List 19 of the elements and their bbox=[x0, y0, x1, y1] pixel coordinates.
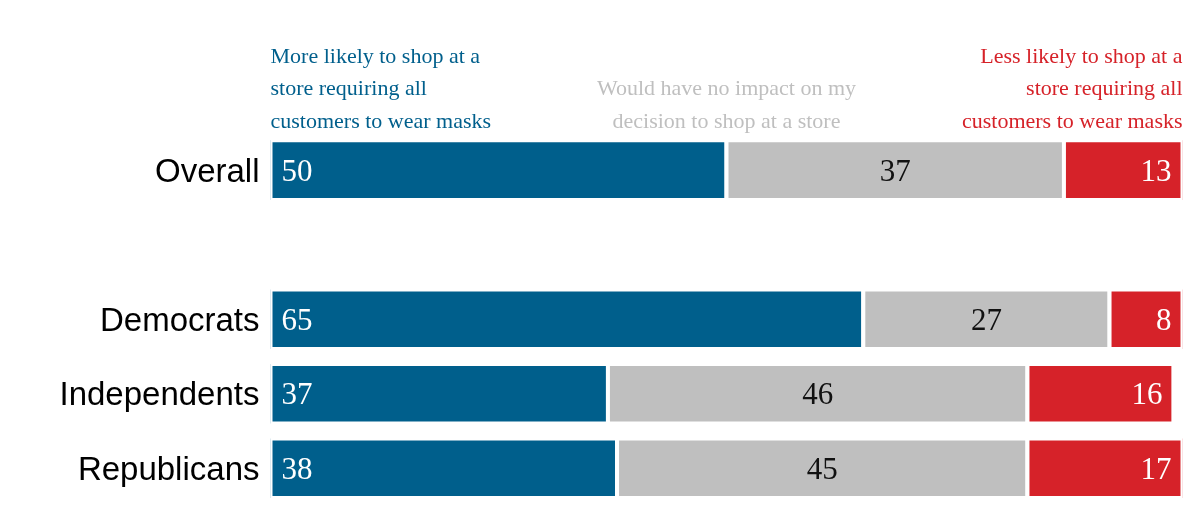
data-label: 37 bbox=[879, 152, 911, 188]
data-label: 46 bbox=[802, 376, 834, 412]
data-label: 27 bbox=[970, 301, 1002, 337]
data-label: 38 bbox=[281, 450, 313, 486]
data-label: 17 bbox=[1140, 450, 1172, 486]
series-label: More likely to shop at a store requiring all customers to wear masks bbox=[270, 42, 492, 133]
y-tick-label: Republicans bbox=[77, 449, 260, 487]
data-label: 37 bbox=[281, 376, 313, 412]
y-tick-label: Democrats bbox=[99, 300, 260, 338]
data-label: 45 bbox=[806, 450, 838, 486]
data-label: 8 bbox=[1156, 301, 1172, 337]
series-label: Would have no impact on my decision to shop at a store bbox=[596, 75, 857, 133]
series-label: Less likely to shop at a store requiring all customers to wear masks bbox=[961, 42, 1183, 133]
data-label: 65 bbox=[281, 301, 313, 337]
data-label: 13 bbox=[1140, 152, 1172, 188]
y-tick-label: Independents bbox=[59, 375, 260, 413]
y-tick-label: Overall bbox=[154, 151, 260, 189]
data-label: 16 bbox=[1131, 376, 1163, 412]
data-label: 50 bbox=[281, 152, 313, 188]
